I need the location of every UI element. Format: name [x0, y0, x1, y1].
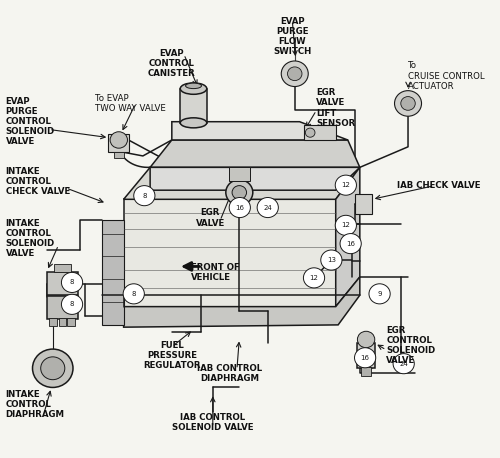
Text: INTAKE
CONTROL
DIAPHRAGM: INTAKE CONTROL DIAPHRAGM — [6, 390, 64, 420]
Text: 24: 24 — [264, 205, 272, 211]
Bar — [355, 194, 372, 214]
Text: IAB CONTROL
SOLENOID VALVE: IAB CONTROL SOLENOID VALVE — [172, 413, 254, 432]
Bar — [49, 318, 56, 326]
Bar — [47, 273, 78, 295]
Bar — [114, 152, 124, 158]
Circle shape — [335, 215, 356, 235]
Text: INTAKE
CONTROL
SOLENOID
VALVE: INTAKE CONTROL SOLENOID VALVE — [6, 218, 55, 258]
Circle shape — [401, 97, 415, 110]
Bar — [362, 367, 371, 376]
Bar — [58, 318, 66, 326]
Bar — [228, 167, 250, 181]
Text: 8: 8 — [70, 301, 74, 307]
Circle shape — [257, 197, 278, 218]
Ellipse shape — [180, 83, 207, 94]
Circle shape — [32, 349, 73, 387]
Text: IAB CHECK VALVE: IAB CHECK VALVE — [397, 181, 480, 190]
Text: 12: 12 — [310, 275, 318, 281]
Bar — [108, 134, 130, 153]
Text: FRONT OF
VEHICLE: FRONT OF VEHICLE — [191, 263, 240, 282]
Text: 8: 8 — [132, 291, 136, 297]
Bar — [67, 318, 75, 326]
Text: EVAP
PURGE
FLOW
SWITCH: EVAP PURGE FLOW SWITCH — [273, 16, 312, 56]
Circle shape — [304, 268, 324, 288]
Circle shape — [335, 175, 356, 195]
Polygon shape — [124, 277, 360, 327]
Circle shape — [340, 234, 361, 254]
Text: 16: 16 — [346, 240, 355, 246]
Text: 24: 24 — [400, 361, 408, 367]
Bar — [304, 125, 336, 140]
Circle shape — [62, 273, 82, 293]
Polygon shape — [124, 199, 336, 306]
Circle shape — [134, 185, 155, 206]
Circle shape — [394, 91, 421, 116]
Circle shape — [321, 250, 342, 270]
Text: To
CRUISE CONTROL
ACTUATOR: To CRUISE CONTROL ACTUATOR — [408, 61, 484, 91]
Polygon shape — [172, 122, 348, 140]
Circle shape — [62, 294, 82, 314]
Text: EVAP
CONTROL
CANISTER: EVAP CONTROL CANISTER — [148, 49, 196, 78]
Text: EVAP
PURGE
CONTROL
SOLENOID
VALVE: EVAP PURGE CONTROL SOLENOID VALVE — [6, 97, 55, 146]
Circle shape — [110, 132, 128, 148]
Ellipse shape — [180, 118, 207, 128]
Circle shape — [393, 354, 414, 374]
Circle shape — [281, 61, 308, 87]
Text: 8: 8 — [142, 193, 146, 199]
Circle shape — [288, 67, 302, 81]
Text: To EVAP
TWO WAY VALVE: To EVAP TWO WAY VALVE — [94, 94, 166, 113]
Circle shape — [354, 348, 376, 368]
Text: EGR
CONTROL
SOLENOID
VALVE: EGR CONTROL SOLENOID VALVE — [386, 326, 436, 365]
Polygon shape — [102, 220, 124, 325]
Text: FUEL
PRESSURE
REGULATOR: FUEL PRESSURE REGULATOR — [143, 341, 201, 370]
Polygon shape — [336, 167, 360, 306]
Text: INTAKE
CONTROL
CHECK VALVE: INTAKE CONTROL CHECK VALVE — [6, 167, 70, 196]
Circle shape — [369, 284, 390, 304]
Text: 12: 12 — [342, 222, 350, 229]
Text: 16: 16 — [236, 205, 244, 211]
Circle shape — [229, 197, 250, 218]
Circle shape — [358, 331, 375, 348]
Circle shape — [40, 357, 65, 380]
Text: 16: 16 — [360, 355, 370, 361]
Text: EGR
VALVE: EGR VALVE — [196, 208, 225, 228]
Text: 9: 9 — [378, 291, 382, 297]
Circle shape — [123, 284, 144, 304]
Circle shape — [306, 128, 315, 137]
Bar — [47, 296, 78, 319]
Circle shape — [226, 180, 253, 205]
Polygon shape — [150, 167, 360, 190]
Polygon shape — [150, 140, 360, 167]
Text: 12: 12 — [342, 182, 350, 188]
Text: 8: 8 — [70, 279, 74, 285]
Circle shape — [232, 185, 246, 199]
Bar — [358, 343, 375, 368]
Text: IAB CONTROL
DIAPHRAGM: IAB CONTROL DIAPHRAGM — [197, 364, 262, 383]
Text: EGR
VALVE
LIFT
SENSOR: EGR VALVE LIFT SENSOR — [316, 88, 356, 128]
Polygon shape — [124, 167, 360, 199]
Ellipse shape — [186, 83, 202, 88]
Bar — [54, 264, 71, 273]
Text: 13: 13 — [327, 257, 336, 263]
Bar — [180, 88, 207, 123]
